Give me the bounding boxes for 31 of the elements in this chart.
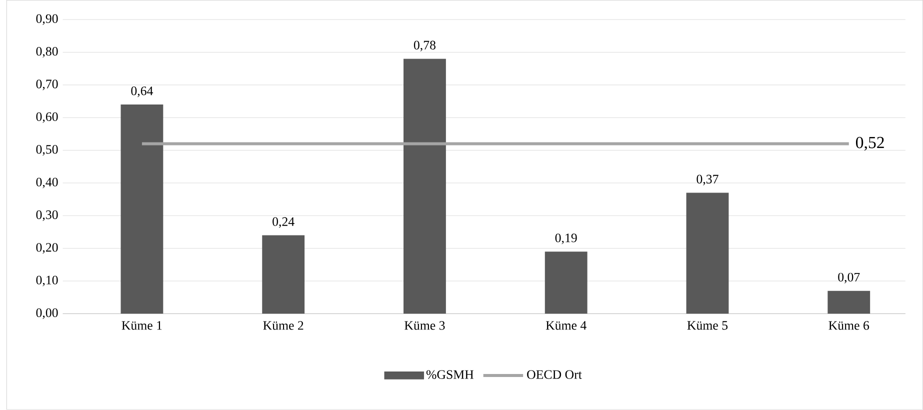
data-label: 0,52 <box>856 136 884 151</box>
y-tick-label: 0,40 <box>36 178 58 188</box>
data-label: 0,37 <box>696 174 718 186</box>
legend-label: %GSMH <box>426 370 474 380</box>
y-tick-label: 0,70 <box>36 80 58 90</box>
bar <box>828 290 870 314</box>
y-tick-label: 0,90 <box>36 14 58 25</box>
x-tick-label: Küme 6 <box>828 321 870 330</box>
data-label: 0,64 <box>131 86 154 98</box>
bar <box>544 252 588 314</box>
data-label: 0,19 <box>555 234 577 244</box>
y-tick-label: 0,00 <box>36 308 58 320</box>
y-tick-label: 0,60 <box>36 112 58 123</box>
bar <box>404 58 446 314</box>
x-tick-label: Küme 3 <box>404 321 445 330</box>
y-tick-label: 0,20 <box>36 243 58 254</box>
data-label: 0,78 <box>414 40 436 52</box>
data-label: 0,24 <box>272 217 294 228</box>
legend-label: OECD Ort <box>527 370 582 379</box>
y-tick-label: 0,10 <box>36 276 58 286</box>
data-label: 0,07 <box>838 272 860 284</box>
x-tick-label: Küme 5 <box>687 321 728 330</box>
x-tick-label: Küme 2 <box>263 321 304 330</box>
y-tick-label: 0,30 <box>36 210 58 222</box>
bar <box>686 192 729 314</box>
y-tick-label: 0,50 <box>36 145 58 156</box>
bar <box>120 104 164 314</box>
y-tick-label: 0,80 <box>36 47 58 58</box>
x-tick-label: Küme 4 <box>546 321 586 330</box>
bar <box>262 235 305 314</box>
x-tick-label: Küme 1 <box>122 321 162 330</box>
